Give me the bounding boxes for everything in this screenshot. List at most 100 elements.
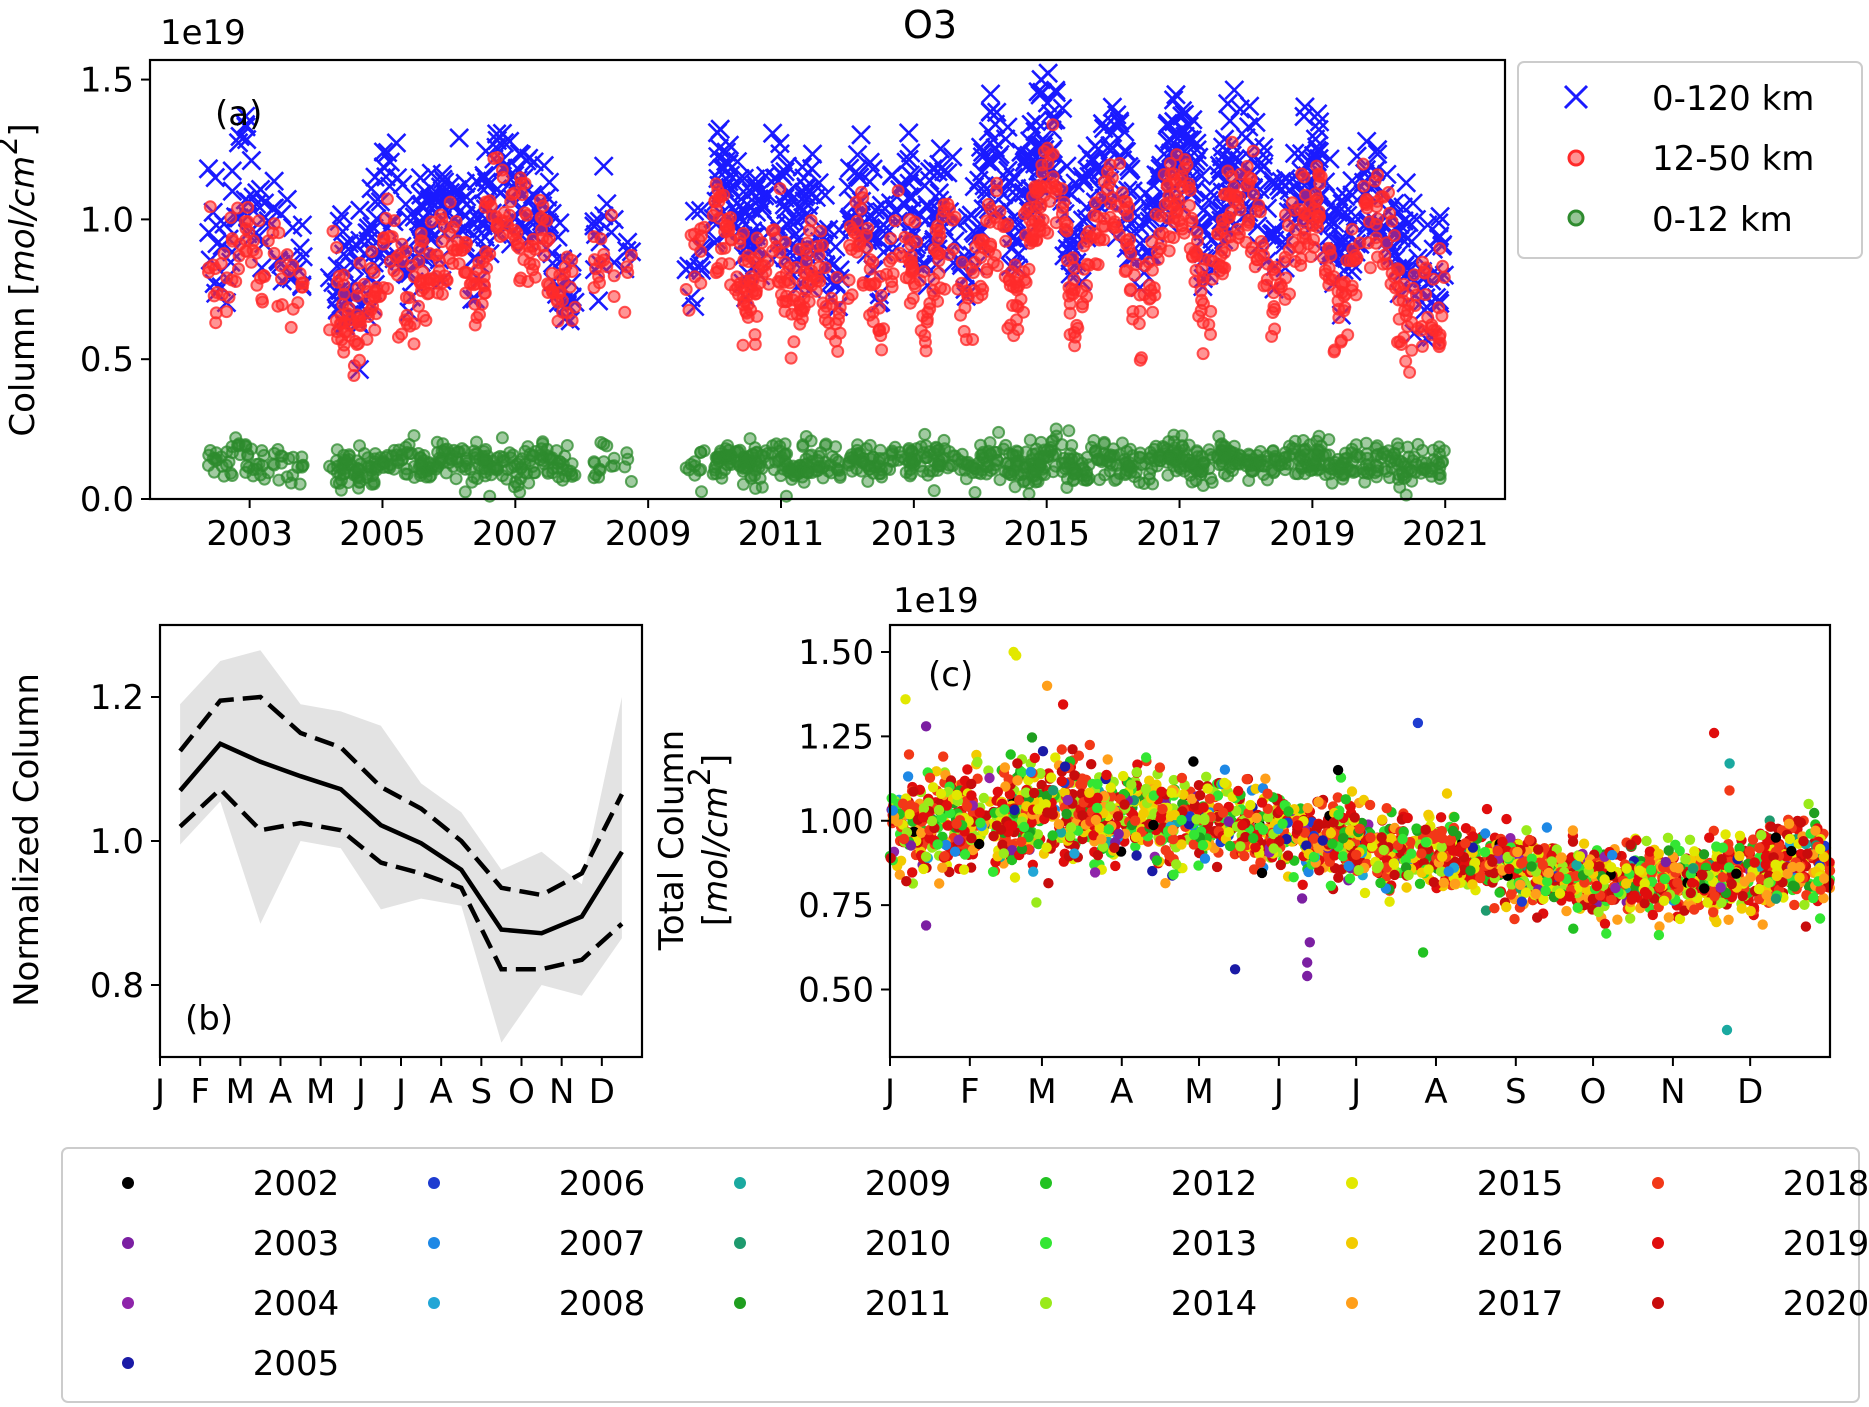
panel-c-point <box>1056 744 1068 755</box>
panel-a-point-12-50km <box>736 226 750 240</box>
panel-a-xtick-label: 2011 <box>738 514 825 554</box>
panel-a-point-12-50km <box>801 276 815 290</box>
panel-b-plot <box>178 650 624 1043</box>
panel-a-point-12-50km <box>295 276 309 290</box>
panel-a-point-0-12km <box>495 431 509 445</box>
panel-a-point-12-50km <box>1226 238 1239 252</box>
panel-a-point-12-50km <box>1384 277 1398 291</box>
panel-a-point-0-120km <box>898 123 919 143</box>
panel-a-point-12-50km <box>946 242 960 256</box>
panel-a-point-0-12km <box>1098 468 1112 482</box>
panel-a-point-0-12km <box>255 444 269 458</box>
panel-a-point-12-50km <box>1080 234 1094 248</box>
panel-c-point <box>962 764 973 775</box>
panel-a-point-12-50km <box>736 338 750 352</box>
panel-a-point-12-50km <box>1204 304 1218 318</box>
panel-a-point-12-50km <box>999 234 1013 248</box>
panel-a-point-12-50km <box>1306 218 1320 232</box>
panel-a-point-12-50km <box>224 211 238 225</box>
panel-a-point-0-12km <box>1121 458 1135 472</box>
panel-a-point-12-50km <box>929 223 943 237</box>
panel-a-point-12-50km <box>347 369 361 382</box>
panel-a-point-0-12km <box>1004 468 1017 482</box>
panel-a-point-12-50km <box>959 333 973 347</box>
panel-a-point-12-50km <box>1256 239 1270 253</box>
panel-a-point-12-50km <box>750 309 764 323</box>
panel-a-point-0-12km <box>1306 463 1320 476</box>
panel-a-point-0-12km <box>526 448 540 462</box>
panel-a-point-0-12km <box>1278 463 1292 477</box>
panel-a-point-0-12km <box>1395 465 1409 479</box>
panel-a-point-12-50km <box>468 318 482 332</box>
panel-a-point-12-50km <box>884 232 898 246</box>
panel-a-point-12-50km <box>830 270 844 284</box>
panel-a-point-12-50km <box>891 184 905 198</box>
panel-a-point-12-50km <box>405 259 419 273</box>
panel-a-point-12-50km <box>255 292 269 306</box>
panel-a-point-12-50km <box>951 282 965 296</box>
panel-c-point <box>938 751 949 762</box>
panel-c-point <box>984 772 995 784</box>
panel-a-point-0-12km <box>1359 458 1373 472</box>
panel-a-point-12-50km <box>1104 196 1118 210</box>
panel-b-ytick-label: 1.2 <box>90 678 144 718</box>
panel-a-point-0-12km <box>1037 443 1051 457</box>
panel-a-point-0-120km <box>1367 139 1388 160</box>
panel-a-point-12-50km <box>746 285 759 299</box>
panel-a-point-12-50km <box>1322 278 1336 292</box>
panel-a-point-0-12km <box>927 484 941 498</box>
panel-a-point-0-12km <box>862 462 876 476</box>
panel-a-point-0-12km <box>880 462 893 475</box>
panel-a-point-12-50km <box>1011 323 1025 336</box>
panel-a-point-12-50km <box>964 262 978 276</box>
panel-a-point-12-50km <box>1426 272 1440 286</box>
legend-label-12-50km: 12-50 km <box>1652 139 1814 179</box>
panel-a-point-12-50km <box>209 316 223 330</box>
panel-a-point-0-12km <box>1175 429 1189 443</box>
panel-a-point-0-12km <box>1080 450 1094 464</box>
panel-a-point-12-50km <box>252 214 266 228</box>
panel-b-label: (b) <box>185 999 233 1039</box>
panel-c-point <box>1297 879 1308 890</box>
panel-a-point-12-50km <box>748 328 762 342</box>
panel-a-point-12-50km <box>1395 285 1409 299</box>
panel-c-point <box>1711 916 1722 928</box>
panel-a-point-0-12km <box>1414 466 1428 480</box>
panel-a-point-12-50km <box>875 343 889 357</box>
panel-a-point-12-50km <box>793 317 807 331</box>
panel-a-point-12-50km <box>1182 177 1196 191</box>
panel-a-point-12-50km <box>1121 209 1135 223</box>
panel-a-point-12-50km <box>1233 167 1247 181</box>
panel-a-label: (a) <box>215 94 262 134</box>
panel-c-point <box>1567 825 1579 836</box>
panel-a-point-12-50km <box>220 305 233 319</box>
panel-a-point-12-50km <box>620 260 634 274</box>
panel-c-point <box>987 866 999 877</box>
panel-a-point-0-12km <box>695 485 708 499</box>
panel-a-point-0-12km <box>980 460 994 474</box>
panel-a-point-12-50km <box>214 257 228 270</box>
panel-a-y-axis-label: Column [mol/cm2] <box>0 123 43 436</box>
panel-a-point-12-50km <box>981 197 995 211</box>
panel-a-point-12-50km <box>560 250 574 264</box>
panel-a-point-12-50km <box>618 305 632 319</box>
panel-a-point-12-50km <box>326 224 340 238</box>
panel-a-point-12-50km <box>360 285 374 298</box>
panel-a-point-12-50km <box>1268 260 1282 274</box>
panel-a-point-12-50km <box>1062 281 1076 294</box>
panel-a-point-0-12km <box>902 442 916 455</box>
panel-a-point-0-12km <box>863 438 877 452</box>
panel-a-point-12-50km <box>722 220 736 234</box>
panel-b-xtick-label: A <box>269 1072 292 1112</box>
panel-a-point-12-50km <box>275 272 288 286</box>
panel-a-point-12-50km <box>1419 288 1433 302</box>
panel-a-point-0-12km <box>1167 459 1181 473</box>
panel-a-point-0-12km <box>246 469 260 483</box>
panel-c-point <box>1029 752 1041 764</box>
panel-a-point-12-50km <box>802 223 816 237</box>
panel-a-point-0-12km <box>736 477 750 491</box>
panel-c-point <box>1684 834 1696 845</box>
panel-a-point-12-50km <box>1080 290 1093 303</box>
panel-a-point-0-12km <box>275 456 288 470</box>
panel-a-point-12-50km <box>697 220 711 234</box>
